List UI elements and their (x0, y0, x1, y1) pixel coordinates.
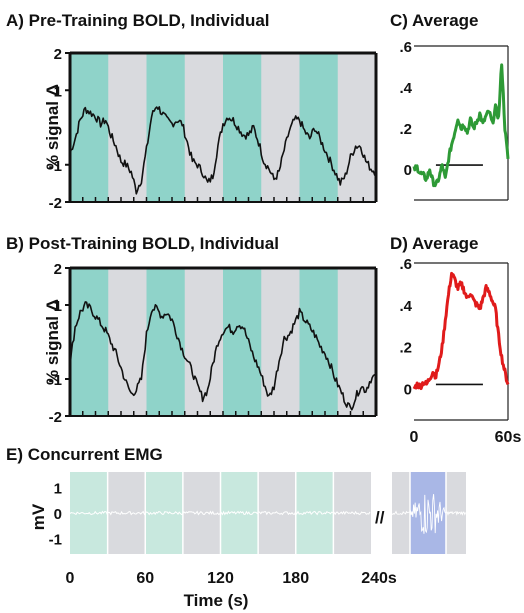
panel-b-frame (68, 266, 378, 417)
panel-c-yticks: .6 .4 .2 0 (399, 39, 412, 179)
panel-c-title: C) Average (390, 11, 479, 30)
panel-c-trace (412, 63, 510, 188)
b-ytick-label: 2 (54, 261, 62, 278)
panel-b-blocks (70, 268, 376, 416)
panel-a-frame (68, 51, 378, 203)
a-ytick-label: 2 (54, 46, 62, 63)
panel-b-trace (69, 301, 377, 411)
panel-a-ylabel: % signal Δ (43, 84, 62, 170)
d-xtick-label: 60s (495, 429, 522, 446)
e-xtick-label: 120 (207, 570, 234, 587)
panel-e-title: E) Concurrent EMG (6, 445, 163, 464)
panel-b-yticks: 2 1 -1 -2 (49, 261, 70, 426)
panel-a-trace (69, 106, 377, 195)
b-series-line (69, 301, 377, 411)
panel-d-frame (414, 262, 509, 421)
panel-a-title: A) Pre-Training BOLD, Individual (6, 11, 270, 30)
a-block-2 (223, 53, 262, 202)
panel-a-blocks (70, 53, 376, 202)
panel-b-title: B) Post-Training BOLD, Individual (6, 234, 279, 253)
b-block-2 (223, 268, 262, 416)
c-ytick-label: .6 (399, 39, 412, 56)
panel-e-ylabel: mV (29, 503, 48, 530)
panel-e-trace (69, 510, 371, 516)
a-ytick-label: -1 (49, 158, 62, 175)
c-series-line (412, 63, 510, 188)
c-ytick-label: .2 (399, 121, 412, 138)
panel-c-frame (414, 45, 509, 201)
panel-c: C) Average .6 .4 .2 0 (390, 11, 510, 201)
panel-d-title: D) Average (390, 234, 479, 253)
c-ytick-label: 0 (404, 162, 412, 179)
b-ytick-label: 1 (54, 298, 62, 315)
e-ytick-label: -1 (49, 532, 62, 549)
b-ytick-label: -2 (49, 409, 62, 426)
b-block-0 (70, 268, 109, 416)
panel-e-yticks: 1 0 -1 (49, 480, 62, 548)
c-ytick-label: .4 (399, 80, 412, 97)
a-series-line (69, 106, 377, 195)
panel-e-inset (391, 472, 467, 554)
d-xtick-label: 0 (410, 429, 419, 446)
e-ytick-label: 1 (54, 480, 62, 497)
e-xtick-label: 180 (282, 570, 309, 587)
d-series-line (412, 271, 510, 391)
b-ytick-label: -1 (49, 372, 62, 389)
d-ytick-label: .6 (399, 256, 412, 273)
a-ytick-label: -2 (49, 195, 62, 212)
panel-e-xticks: 0 60 120 180 240s (66, 570, 397, 587)
panel-a: A) Pre-Training BOLD, Individual 21-1-2 … (6, 11, 378, 212)
d-ytick-label: .2 (399, 340, 412, 357)
panel-d: D) Average .6 .4 .2 0 0 60s (390, 234, 521, 446)
panel-e-xlabel: Time (s) (184, 591, 249, 610)
panel-b: B) Post-Training BOLD, Individual 2 1 -1 -2… (6, 234, 378, 426)
panel-b-ylabel: % signal Δ (43, 299, 62, 385)
a-block-3 (299, 53, 338, 202)
e-block-3 (295, 472, 334, 554)
panel-d-xticks: 0 60s (410, 429, 522, 446)
d-ytick-label: 0 (404, 382, 412, 399)
b-block-1 (146, 268, 185, 416)
panel-d-yticks: .6 .4 .2 0 (399, 256, 412, 399)
a-block-0 (70, 53, 109, 202)
a-block-1 (146, 53, 185, 202)
axis-break-symbol: // (375, 508, 385, 527)
e-xtick-label: 60 (136, 570, 154, 587)
d-ytick-label: .4 (399, 298, 412, 315)
panel-a-yticks: 2 1 -1 -2 (49, 46, 70, 212)
e-ytick-label: 0 (54, 506, 62, 523)
e-xtick-label: 240s (361, 570, 397, 587)
a-ytick-label: 1 (54, 83, 62, 100)
panel-e: E) Concurrent EMG 10-1 0 60 120 180 240s mV … (6, 445, 467, 610)
e-inset-trace (391, 494, 467, 534)
panel-d-trace (412, 271, 510, 391)
e-series-line (69, 510, 371, 516)
e-xtick-label: 0 (66, 570, 75, 587)
